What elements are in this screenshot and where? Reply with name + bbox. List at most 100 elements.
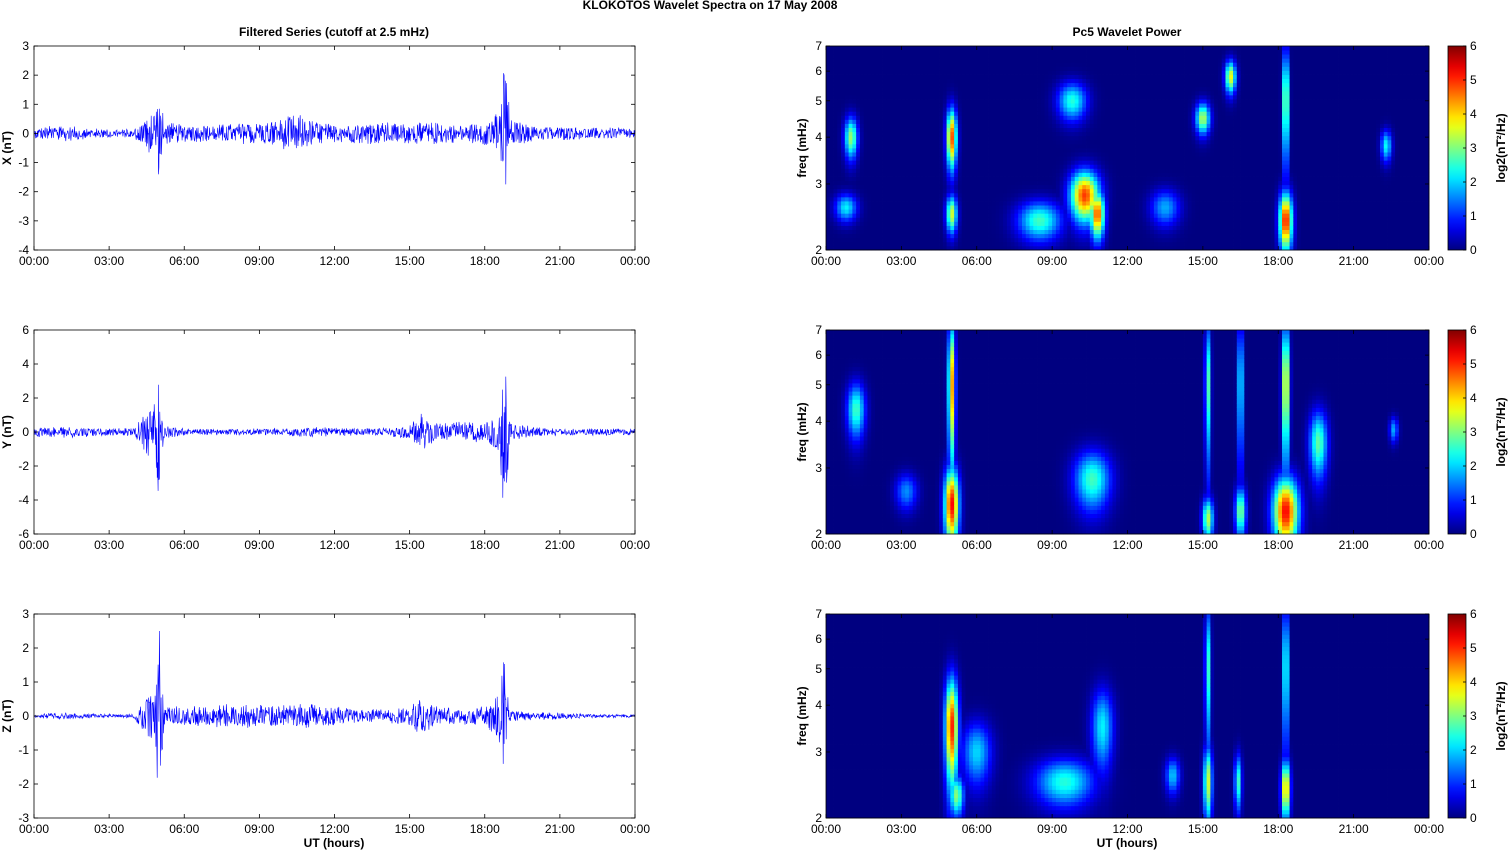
power-cell: [860, 197, 864, 201]
power-cell: [1003, 238, 1007, 242]
power-cell: [860, 70, 864, 74]
power-cell: [894, 50, 898, 54]
power-cell: [1180, 205, 1184, 209]
power-cell: [1011, 213, 1015, 217]
power-cell: [909, 99, 913, 103]
power-cell: [841, 128, 845, 132]
power-cell: [1146, 58, 1150, 62]
power-cell: [1033, 87, 1037, 91]
power-cell: [1037, 181, 1041, 185]
power-cell: [954, 156, 958, 160]
power-cell: [1060, 119, 1064, 123]
power-cell: [996, 87, 1000, 91]
power-cell: [1109, 197, 1113, 201]
power-cell: [852, 177, 856, 181]
power-cell: [962, 213, 966, 217]
power-cell: [999, 164, 1003, 168]
power-cell: [1176, 58, 1180, 62]
left-column-title: Filtered Series (cutoff at 2.5 mHz): [239, 25, 429, 39]
power-cell: [1056, 168, 1060, 172]
power-cell: [969, 95, 973, 99]
power-cell: [1071, 70, 1075, 74]
power-cell: [1079, 177, 1083, 181]
power-cell: [988, 217, 992, 221]
power-cell: [1165, 87, 1169, 91]
power-cell: [1033, 95, 1037, 99]
power-cell: [954, 230, 958, 234]
power-cell: [898, 140, 902, 144]
power-cell: [988, 221, 992, 225]
power-cell: [1161, 46, 1165, 50]
power-cell: [1082, 209, 1086, 213]
power-cell: [1022, 50, 1026, 54]
power-cell: [826, 213, 830, 217]
power-cell: [1150, 226, 1154, 230]
power-cell: [834, 119, 838, 123]
power-cell: [973, 132, 977, 136]
power-cell: [973, 107, 977, 111]
power-cell: [1041, 128, 1045, 132]
power-cell: [1101, 148, 1105, 152]
power-cell: [1003, 70, 1007, 74]
power-cell: [992, 62, 996, 66]
power-cell: [826, 181, 830, 185]
power-cell: [913, 156, 917, 160]
power-cell: [1030, 242, 1034, 246]
power-cell: [916, 221, 920, 225]
power-cell: [1135, 234, 1139, 238]
power-cell: [894, 54, 898, 58]
power-cell: [1018, 140, 1022, 144]
power-cell: [1165, 221, 1169, 225]
power-cell: [924, 181, 928, 185]
power-cell: [1041, 148, 1045, 152]
power-cell: [845, 144, 849, 148]
power-cell: [943, 136, 947, 140]
power-cell: [992, 189, 996, 193]
power-cell: [1014, 54, 1018, 58]
power-cell: [1184, 46, 1188, 50]
power-cell: [875, 152, 879, 156]
power-cell: [845, 58, 849, 62]
power-cell: [992, 238, 996, 242]
power-cell: [845, 132, 849, 136]
power-cell: [1128, 99, 1132, 103]
power-cell: [1169, 177, 1173, 181]
power-cell: [928, 193, 932, 197]
trace-z: [34, 631, 635, 778]
power-cell: [1014, 185, 1018, 189]
power-cell: [879, 50, 883, 54]
power-cell: [1097, 213, 1101, 217]
power-cell: [1128, 242, 1132, 246]
power-cell: [1139, 107, 1143, 111]
y-tick-label: 3: [22, 607, 29, 621]
power-cell: [988, 193, 992, 197]
y-tick-label: -3: [18, 214, 29, 228]
power-cell: [871, 115, 875, 119]
power-cell: [860, 172, 864, 176]
power-cell: [965, 70, 969, 74]
power-cell: [901, 205, 905, 209]
y-tick-label: 2: [22, 641, 29, 655]
power-cell: [1086, 181, 1090, 185]
power-cell: [1184, 79, 1188, 83]
power-cell: [905, 185, 909, 189]
x-tick-label: 12:00: [319, 254, 349, 268]
power-cell: [1007, 95, 1011, 99]
power-cell: [992, 103, 996, 107]
power-cell: [969, 189, 973, 193]
power-cell: [834, 181, 838, 185]
x-tick-label: 00:00: [620, 254, 650, 268]
power-cell: [1105, 62, 1109, 66]
power-cell: [909, 238, 913, 242]
power-cell: [992, 140, 996, 144]
power-cell: [1139, 115, 1143, 119]
power-cell: [830, 50, 834, 54]
power-cell: [1060, 83, 1064, 87]
power-cell: [939, 209, 943, 213]
power-cell: [958, 197, 962, 201]
power-cell: [1143, 54, 1147, 58]
power-cell: [1071, 46, 1075, 50]
power-cell: [1003, 95, 1007, 99]
power-cell: [924, 107, 928, 111]
power-cell: [1131, 177, 1135, 181]
